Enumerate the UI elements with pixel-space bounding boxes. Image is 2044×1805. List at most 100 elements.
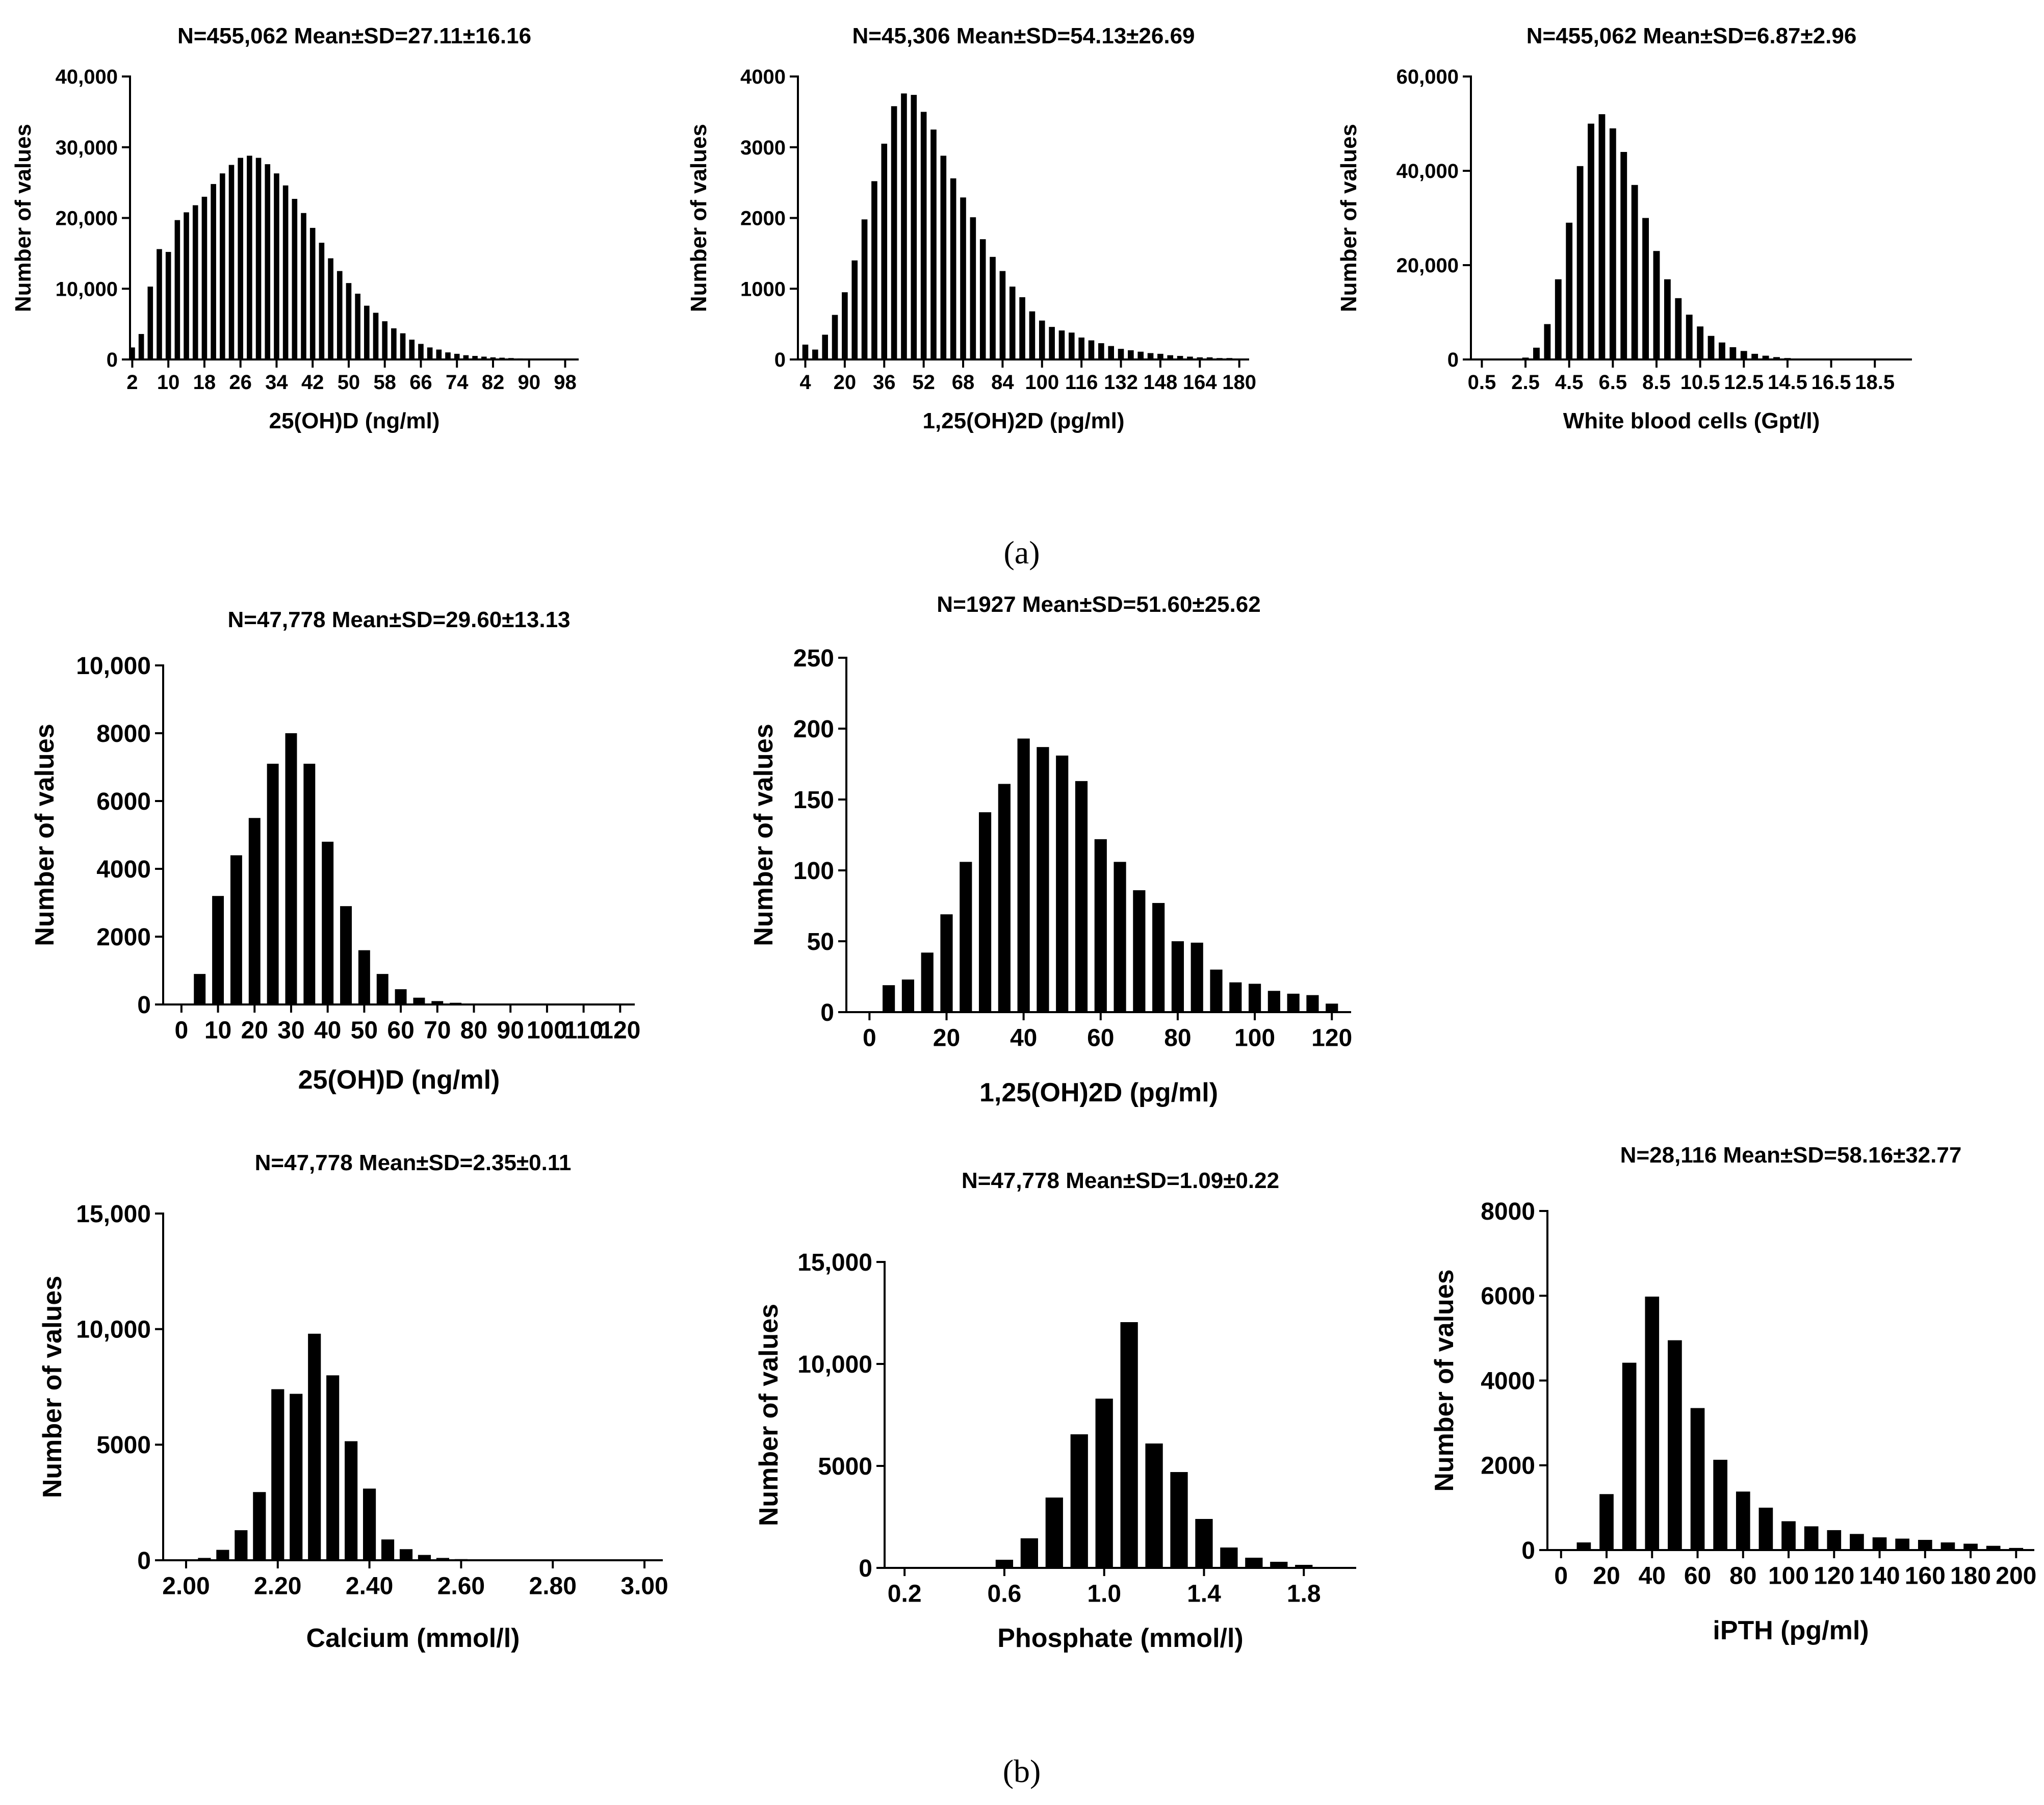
x-tick-label: 90 [497, 1017, 524, 1044]
histogram-bar [328, 258, 333, 359]
x-tick-label: 2.20 [254, 1572, 301, 1600]
x-tick-label: 70 [424, 1017, 451, 1044]
x-tick-label: 180 [1950, 1562, 1991, 1589]
x-tick-label: 2.60 [437, 1572, 485, 1600]
histogram-bar [911, 95, 917, 359]
x-tick-label: 132 [1104, 371, 1138, 394]
histogram-bar [1686, 315, 1693, 359]
y-tick-label: 150 [793, 787, 834, 814]
y-axis-label: Number of values [1336, 124, 1361, 312]
x-tick-label: 40 [1010, 1024, 1037, 1051]
x-tick-label: 80 [1729, 1562, 1756, 1589]
histogram-bar [194, 974, 206, 1004]
x-tick-label: 66 [409, 371, 432, 394]
histogram-bar [1098, 343, 1104, 359]
histogram-bar [228, 165, 235, 359]
chart-title: N=47,778 Mean±SD=2.35±0.11 [255, 1150, 572, 1175]
x-tick-label: 12.5 [1724, 371, 1764, 394]
histogram-bar [337, 271, 343, 359]
histogram-bar [418, 344, 424, 359]
histogram-bar [274, 173, 279, 359]
histogram-bar [418, 1555, 431, 1560]
y-tick-label: 1000 [740, 278, 786, 300]
histogram-bar [363, 1488, 376, 1560]
histogram-bar [303, 763, 316, 1004]
histogram-bar [413, 997, 425, 1004]
histogram-bar [1220, 1548, 1238, 1568]
chart-3: N=455,062 Mean±SD=6.87±2.96 0 20,000 40,000… [1336, 23, 1912, 433]
x-tick-label: 14.5 [1768, 371, 1807, 394]
histogram-bar [1781, 1521, 1796, 1550]
y-axis-label: Number of values [11, 124, 36, 312]
histogram-bar [1019, 297, 1025, 359]
x-tick-label: 42 [301, 371, 324, 394]
y-tick-label: 10,000 [76, 1316, 151, 1343]
histogram-bar [1872, 1537, 1887, 1550]
x-axis-label: iPTH (pg/ml) [1713, 1616, 1869, 1645]
y-tick-label: 6000 [96, 788, 151, 815]
histogram-bar [184, 212, 189, 359]
histogram-bar [1555, 279, 1562, 359]
histogram-bar [1229, 982, 1242, 1012]
y-tick-label: 2000 [1481, 1453, 1535, 1480]
histogram-bar [1088, 340, 1095, 359]
histogram-bar [960, 862, 972, 1012]
histogram-bar [1248, 984, 1261, 1012]
y-axis-label: Number of values [754, 1304, 784, 1526]
histogram-bar [1668, 1340, 1682, 1550]
histogram-bar [1197, 357, 1203, 359]
y-tick-label: 8000 [1481, 1198, 1535, 1225]
histogram-bar [842, 292, 848, 359]
x-tick-label: 68 [952, 371, 975, 394]
histogram-bar [1804, 1526, 1819, 1550]
x-tick-label: 100 [527, 1017, 567, 1044]
histogram-bar [802, 344, 809, 359]
histogram-bar [238, 158, 243, 359]
x-tick-label: 18.5 [1855, 371, 1895, 394]
histogram-bar [1195, 1519, 1213, 1568]
panel-label-b: (b) [1003, 1753, 1041, 1789]
x-axis-label: 1,25(OH)2D (pg/ml) [979, 1078, 1218, 1107]
y-tick-label: 2000 [740, 208, 786, 230]
histogram-bar [1751, 353, 1758, 359]
x-tick-label: 2.80 [529, 1572, 577, 1600]
histogram-bar [1918, 1540, 1932, 1550]
x-tick-label: 80 [460, 1017, 487, 1044]
histogram-bar [427, 347, 433, 359]
x-tick-label: 20 [1593, 1562, 1620, 1589]
x-axis-label: Calcium (mmol/l) [306, 1623, 520, 1653]
histogram-bar [1094, 839, 1107, 1012]
histogram-bar [1690, 1408, 1705, 1550]
histogram-bar [399, 1549, 413, 1560]
histogram-bar [1177, 356, 1183, 359]
chart-7: N=47,778 Mean±SD=1.09±0.22 0 5000 10,000 15,… [754, 1168, 1356, 1653]
histogram-bar [2009, 1548, 2024, 1550]
histogram-bar [1719, 342, 1725, 359]
histogram-bar [1114, 862, 1126, 1012]
histogram-bar [1037, 747, 1049, 1012]
y-axis-label: Number of values [38, 1276, 67, 1498]
histogram-bar [1270, 1562, 1288, 1568]
histogram-bar [1137, 351, 1144, 359]
x-tick-label: 36 [873, 371, 896, 394]
y-tick-label: 0 [774, 349, 786, 371]
y-tick-label: 200 [793, 716, 834, 743]
histogram-bar [1675, 298, 1682, 359]
x-tick-label: 0 [175, 1017, 189, 1044]
x-tick-label: 98 [554, 371, 577, 394]
histogram-bar [1295, 1565, 1313, 1568]
histogram-bar [1287, 993, 1300, 1012]
histogram-bar [290, 1394, 303, 1560]
y-axis-label: Number of values [749, 724, 779, 946]
x-tick-label: 1.8 [1287, 1580, 1321, 1607]
histogram-bar [345, 1441, 358, 1560]
x-tick-label: 50 [351, 1017, 378, 1044]
chart-1: N=455,062 Mean±SD=27.11±16.16 0 10,000 20,0… [11, 23, 579, 433]
histogram-bar [1206, 357, 1213, 359]
histogram-bar [355, 293, 360, 359]
histogram-bar [1940, 1542, 1955, 1550]
histogram-bar [1070, 1434, 1088, 1568]
histogram-bar [309, 227, 316, 359]
histogram-bar [431, 1001, 444, 1004]
